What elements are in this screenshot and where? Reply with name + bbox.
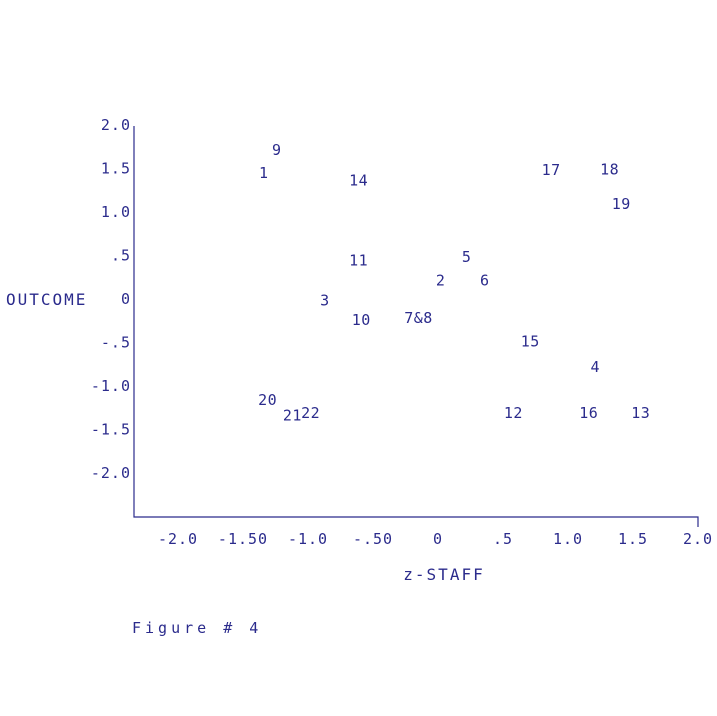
data-point-label: 15: [521, 333, 540, 351]
data-point-label: 11: [349, 252, 368, 270]
data-point-label: 13: [631, 404, 650, 422]
x-tick-label: -2.0: [158, 530, 198, 548]
y-axis-label: OUTCOME: [6, 290, 87, 309]
x-tick-label: 1.5: [618, 530, 648, 548]
data-point-label: 6: [480, 272, 490, 290]
data-point-label: 12: [504, 404, 523, 422]
data-point-label: 7&8: [404, 309, 433, 327]
data-points: 91 14 17 18 19 11 52 6 3 10 7&8 15 4 20 21 22 12 16 13: [258, 141, 650, 424]
y-tick-label: 1.0: [101, 203, 131, 221]
y-tick-label: -2.0: [91, 464, 131, 482]
data-point-label: 10: [352, 311, 371, 329]
y-tick-label: 0: [121, 290, 131, 308]
data-point-label: 21: [283, 407, 302, 425]
axis-frame: [133, 126, 699, 527]
data-point-label: 20: [258, 391, 277, 409]
x-tick-label: -.50: [353, 530, 393, 548]
x-tick-label: .5: [493, 530, 513, 548]
data-point-label: 14: [349, 172, 368, 190]
figure-caption: Figure # 4: [132, 619, 262, 637]
y-tick-label: -1.0: [91, 377, 131, 395]
y-tick-label: -1.5: [91, 421, 131, 439]
x-tick-label: -1.50: [218, 530, 268, 548]
data-point-label: 9: [272, 141, 282, 159]
y-tick-label: -.5: [101, 334, 131, 352]
y-tick-label: 2.0: [101, 116, 131, 134]
x-tick-label: -1.0: [288, 530, 328, 548]
data-point-label: 16: [579, 404, 598, 422]
data-point-label: 4: [591, 358, 601, 376]
x-tick-label: 0: [433, 530, 443, 548]
data-point-label: 22: [301, 404, 320, 422]
x-tick-label: 2.0: [683, 530, 713, 548]
data-point-label: 3: [320, 292, 330, 310]
y-tick-label: 1.5: [101, 160, 131, 178]
y-tick-labels: 2.0 1.5 1.0 .5 0 -.5 -1.0 -1.5 -2.0: [91, 116, 131, 482]
x-tick-labels: -2.0 -1.50 -1.0 -.50 0 .5 1.0 1.5 2.0: [158, 530, 713, 548]
x-axis-label: z-STAFF: [403, 565, 484, 584]
data-point-label: 18: [600, 160, 619, 178]
data-point-label: 17: [542, 161, 561, 179]
y-tick-label: .5: [111, 247, 131, 265]
data-point-label: 2: [436, 272, 446, 290]
data-point-label: 19: [612, 195, 631, 213]
x-tick-label: 1.0: [553, 530, 583, 548]
data-point-label: 1: [259, 164, 269, 182]
data-point-label: 5: [462, 248, 472, 266]
